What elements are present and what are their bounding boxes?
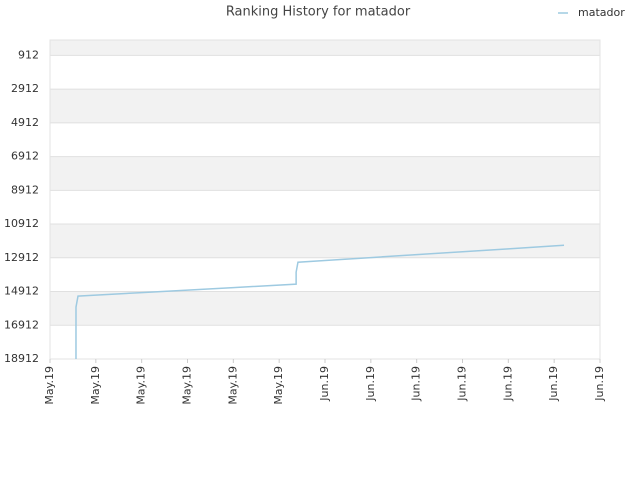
x-tick-label: Jun.19 bbox=[547, 366, 560, 402]
x-tick-label: Jun.19 bbox=[318, 366, 331, 402]
x-tick-label: May.19 bbox=[43, 366, 56, 405]
y-tick-label: 16912 bbox=[4, 318, 39, 331]
y-tick-label: 12912 bbox=[4, 251, 39, 264]
y-tick-label: 10912 bbox=[4, 217, 39, 230]
x-tick-label: Jun.19 bbox=[456, 366, 469, 402]
x-tick-label: May.19 bbox=[226, 366, 239, 405]
x-tick-label: May.19 bbox=[135, 366, 148, 405]
y-tick-label: 18912 bbox=[4, 352, 39, 365]
x-tick-label: May.19 bbox=[181, 366, 194, 405]
x-tick-label: Jun.19 bbox=[501, 366, 514, 402]
x-tick-label: Jun.19 bbox=[364, 366, 377, 402]
y-tick-label: 912 bbox=[18, 48, 39, 61]
y-tick-label: 14912 bbox=[4, 285, 39, 298]
y-tick-label: 8912 bbox=[11, 183, 39, 196]
grid-band bbox=[50, 40, 600, 56]
x-tick-label: Jun.19 bbox=[410, 366, 423, 402]
y-tick-label: 2912 bbox=[11, 82, 39, 95]
grid-band bbox=[50, 89, 600, 123]
series-line bbox=[75, 244, 565, 359]
chart-title: Ranking History for matador bbox=[226, 5, 411, 20]
legend-label: matador bbox=[578, 6, 625, 19]
x-tick-label: Jun.19 bbox=[593, 366, 606, 402]
grid-band bbox=[50, 156, 600, 191]
y-tick-label: 4912 bbox=[11, 116, 39, 129]
y-tick-label: 6912 bbox=[11, 150, 39, 163]
x-tick-label: May.19 bbox=[272, 366, 285, 405]
grid-band bbox=[50, 224, 600, 258]
grid-band bbox=[50, 291, 600, 326]
x-tick-label: May.19 bbox=[89, 366, 102, 405]
